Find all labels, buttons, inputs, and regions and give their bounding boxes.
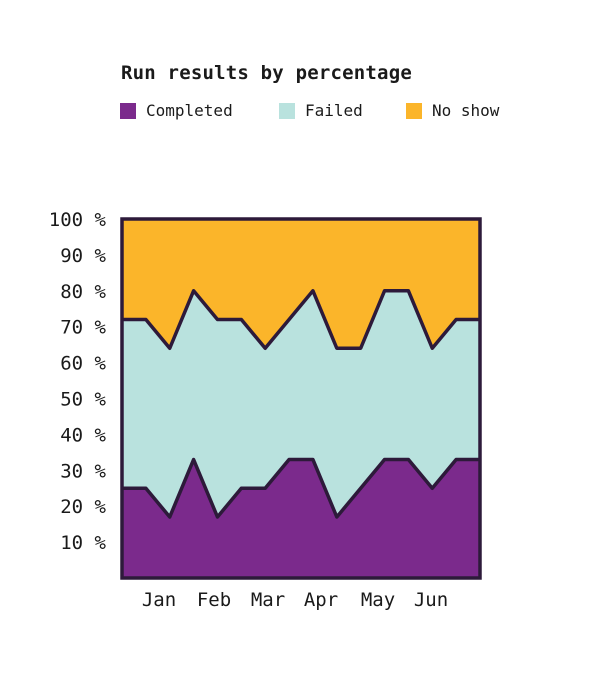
area-completed [122,459,480,578]
y-tick-label: 50 % [60,389,106,411]
legend-item-no-show: No show [406,101,499,120]
y-tick-label: 20 % [60,496,106,518]
y-tick-label: 60 % [60,353,106,375]
x-tick-label: May [361,589,395,611]
legend-item-failed: Failed [279,101,406,120]
area-failed [122,290,480,517]
x-tick-label: Apr [304,589,338,611]
y-tick-label: 80 % [60,281,106,303]
y-tick-label: 10 % [60,532,106,554]
legend-label-failed: Failed [305,101,363,120]
x-tick-label: Mar [251,589,285,611]
y-tick-label: 40 % [60,424,106,446]
y-tick-label: 70 % [60,317,106,339]
legend-item-completed: Completed [120,101,279,120]
legend: Completed Failed No show [120,101,499,120]
y-tick-label: 30 % [60,460,106,482]
plot-frame [120,217,482,580]
boundary-line-completed [122,457,480,519]
x-tick-label: Jun [414,589,448,611]
legend-swatch-completed [120,102,136,119]
y-tick-label: 100 % [49,209,107,231]
legend-swatch-no-show [406,102,422,119]
chart-title: Run results by percentage [121,62,412,84]
y-tick-label: 90 % [60,245,106,267]
legend-label-completed: Completed [146,101,233,120]
x-tick-label: Jan [142,589,176,611]
x-tick-label: Feb [197,589,231,611]
boundary-line-failed [122,289,480,350]
area-no-show [122,219,480,349]
legend-swatch-failed [279,102,295,119]
legend-label-no-show: No show [432,101,500,120]
